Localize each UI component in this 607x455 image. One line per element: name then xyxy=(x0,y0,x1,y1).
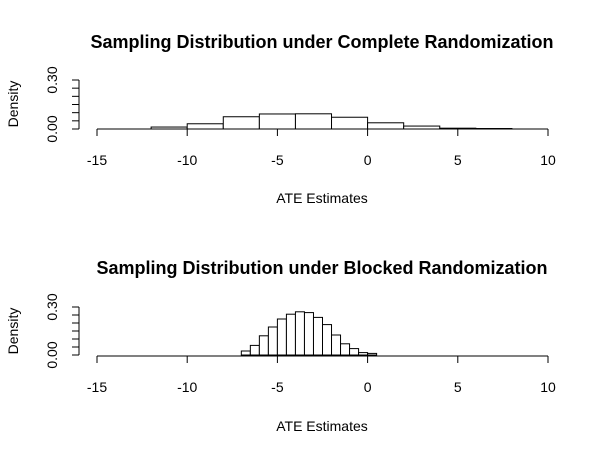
histogram-bars xyxy=(150,113,513,130)
histogram-bar xyxy=(294,311,305,356)
x-tick-label: -5 xyxy=(271,379,284,395)
y-tick-label: 0.00 xyxy=(44,341,60,368)
histogram-bar xyxy=(294,113,333,130)
histogram-bar xyxy=(367,352,378,356)
x-tick-label: 5 xyxy=(454,152,462,168)
histogram-bar xyxy=(258,335,269,356)
y-axis-label: Density xyxy=(5,308,21,355)
histogram-bar xyxy=(258,113,296,130)
histogram-bar xyxy=(358,352,369,356)
histogram-bar xyxy=(331,334,342,356)
histogram-bar xyxy=(349,348,360,356)
histogram-bar xyxy=(303,312,314,356)
histogram-bar xyxy=(276,318,287,356)
x-tick-label: -10 xyxy=(177,379,197,395)
histogram-bar xyxy=(186,123,224,130)
y-tick-label: 0.30 xyxy=(44,293,60,320)
histogram-bar xyxy=(285,313,296,356)
axes: -15 -10 -5 0 5 10 0.00 0.30 xyxy=(44,293,556,395)
histogram-bar xyxy=(240,350,251,356)
axes: -15 -10 -5 0 5 10 0.00 0.30 xyxy=(44,66,556,168)
x-tick-label: -5 xyxy=(271,152,284,168)
histogram-bar xyxy=(331,116,369,130)
y-axis-label: Density xyxy=(5,81,21,128)
histogram-bar xyxy=(222,116,260,130)
x-axis-label: ATE Estimates xyxy=(276,190,368,206)
x-tick-label: 10 xyxy=(540,152,556,168)
x-tick-label: -10 xyxy=(177,152,197,168)
x-tick-label: 0 xyxy=(364,379,372,395)
x-tick-label: 10 xyxy=(540,379,556,395)
chart-title: Sampling Distribution under Complete Ran… xyxy=(90,32,553,52)
panel-complete-randomization: Sampling Distribution under Complete Ran… xyxy=(5,32,556,206)
chart-title: Sampling Distribution under Blocked Rand… xyxy=(96,258,547,278)
x-tick-label: -15 xyxy=(87,152,107,168)
x-tick-label: 0 xyxy=(364,152,372,168)
histogram-bar xyxy=(367,122,405,130)
histogram-bar xyxy=(249,344,260,356)
x-axis-label: ATE Estimates xyxy=(276,418,368,434)
panel-blocked-randomization: Sampling Distribution under Blocked Rand… xyxy=(5,258,556,434)
x-tick-label: 5 xyxy=(454,379,462,395)
histogram-bar xyxy=(322,324,333,356)
x-tick-label: -15 xyxy=(87,379,107,395)
histogram-bar xyxy=(340,343,351,356)
histogram-bars xyxy=(240,311,378,356)
histogram-bar xyxy=(312,316,324,356)
y-tick-label: 0.30 xyxy=(44,66,60,93)
y-tick-label: 0.00 xyxy=(44,115,60,142)
histogram-bar xyxy=(267,326,278,356)
